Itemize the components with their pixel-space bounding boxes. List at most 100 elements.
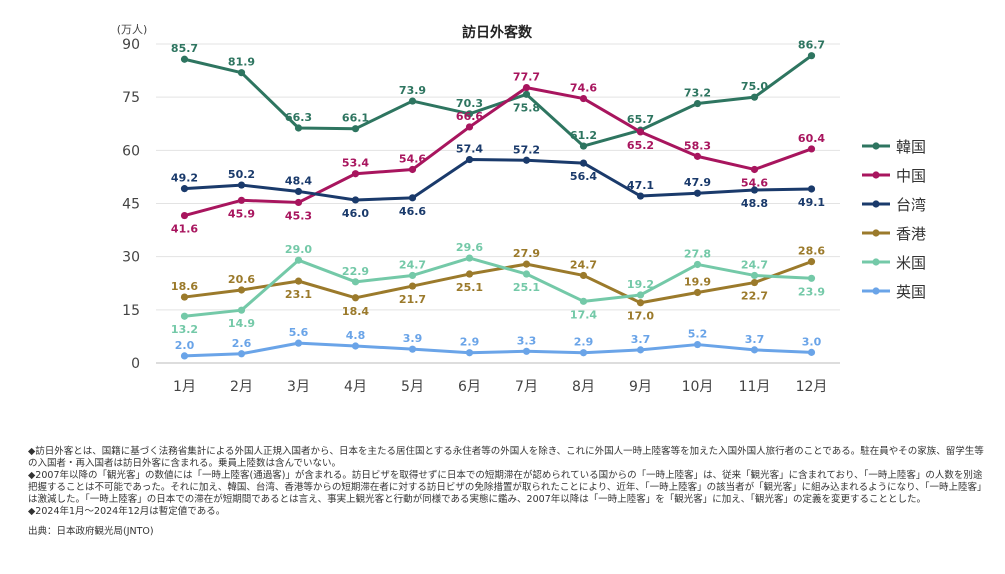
data-label: 48.4 — [285, 174, 312, 187]
data-label: 66.6 — [456, 110, 483, 123]
data-point — [522, 83, 531, 92]
source-credit: 出典：日本政府観光局(JNTO) — [28, 526, 154, 537]
data-label: 23.1 — [285, 288, 312, 301]
data-label: 17.4 — [570, 308, 597, 321]
data-label: 19.9 — [684, 275, 711, 288]
data-label: 74.6 — [570, 82, 597, 95]
data-label: 27.9 — [513, 247, 540, 260]
series-3: 18.6 20.6 23.1 18.4 21.7 25.1 27.9 24.7 17.0 19.9… — [171, 245, 825, 323]
data-label: 14.9 — [228, 317, 255, 330]
data-label: 66.1 — [342, 112, 369, 125]
legend-label: 米国 — [896, 254, 926, 272]
data-point — [693, 260, 702, 269]
series-line — [184, 256, 812, 318]
data-label: 3.3 — [517, 334, 537, 347]
data-point — [408, 345, 417, 353]
data-label: 29.0 — [285, 243, 312, 256]
y-tick-label: 90 — [122, 37, 140, 53]
data-label: 24.7 — [741, 258, 768, 271]
data-point — [294, 277, 303, 285]
data-label: 86.7 — [798, 39, 825, 52]
data-label: 19.2 — [627, 278, 654, 291]
data-label: 49.2 — [171, 172, 198, 185]
data-point — [750, 271, 759, 280]
x-tick-label: 11月 — [739, 379, 771, 395]
data-point — [693, 99, 702, 108]
data-point — [180, 312, 189, 320]
y-axis-unit-label: (万人) — [117, 23, 148, 36]
data-point — [237, 196, 246, 204]
data-label: 73.9 — [399, 84, 426, 97]
x-tick-label: 1月 — [173, 379, 196, 395]
legend-label: 香港 — [896, 225, 926, 243]
data-point — [180, 352, 189, 360]
data-label: 4.8 — [346, 329, 366, 342]
data-label: 3.0 — [802, 335, 822, 348]
data-point — [294, 256, 303, 264]
legend-swatch-marker — [872, 287, 880, 295]
data-label: 85.7 — [171, 42, 198, 55]
data-label: 2.6 — [232, 337, 252, 350]
legend-label: 韓国 — [896, 138, 926, 156]
data-point — [465, 270, 474, 278]
data-label: 58.3 — [684, 139, 711, 152]
y-tick-label: 15 — [122, 303, 140, 319]
data-point — [579, 297, 588, 305]
data-label: 66.3 — [285, 111, 312, 124]
data-point — [750, 278, 759, 287]
series-group: 85.7 81.9 66.3 66.1 73.9 70.3 75.8 61.2 65.7 73.2… — [171, 39, 825, 360]
data-point — [750, 186, 759, 194]
data-label: 46.0 — [342, 207, 369, 220]
data-point — [465, 123, 474, 131]
y-tick-label: 60 — [122, 143, 140, 159]
data-label: 3.7 — [631, 333, 651, 346]
data-point — [579, 94, 588, 103]
data-label: 27.8 — [684, 247, 711, 260]
data-point — [408, 282, 417, 290]
data-point — [522, 270, 531, 278]
legend-swatch-marker — [872, 142, 880, 150]
data-label: 23.9 — [798, 285, 825, 298]
data-label: 5.6 — [289, 326, 309, 339]
data-point — [237, 181, 246, 189]
data-label: 50.2 — [228, 168, 255, 181]
data-label: 22.7 — [741, 290, 768, 303]
data-point — [579, 349, 588, 357]
data-point — [294, 339, 303, 347]
legend-item: 英国 — [862, 283, 926, 301]
data-label: 2.0 — [175, 339, 195, 352]
data-point — [465, 254, 474, 262]
data-point — [750, 93, 759, 101]
data-label: 65.2 — [627, 139, 654, 152]
legend-item: 韓国 — [862, 138, 926, 156]
data-point — [522, 90, 531, 98]
data-label: 28.6 — [798, 245, 825, 258]
legend-label: 英国 — [896, 283, 926, 301]
data-label: 49.1 — [798, 196, 825, 209]
series-4: 13.2 14.9 29.0 22.9 24.7 29.6 25.1 17.4 19.2 27.8… — [171, 241, 825, 336]
data-point — [636, 299, 645, 307]
grid-lines — [156, 43, 840, 364]
data-point — [693, 340, 702, 349]
data-label: 54.6 — [399, 152, 426, 165]
data-label: 47.1 — [627, 179, 654, 192]
x-tick-label: 6月 — [458, 379, 481, 395]
footnote: ◆2024年1月～2024年12月は暫定値である。 — [28, 506, 226, 517]
data-point — [579, 271, 588, 280]
data-label: 17.0 — [627, 310, 654, 323]
data-point — [579, 142, 588, 150]
y-axis-ticks: 0 15 30 45 60 75 90 — [122, 37, 140, 372]
data-point — [237, 350, 246, 358]
data-point — [750, 165, 759, 174]
data-label: 2.9 — [574, 336, 594, 349]
data-label: 53.4 — [342, 157, 369, 170]
x-tick-label: 3月 — [287, 379, 310, 395]
data-point — [807, 145, 816, 153]
data-label: 46.6 — [399, 205, 426, 218]
line-chart: 0 15 30 45 60 75 90 1月 2月 3月 4月 5月 6月 7月 8月 9月 10月 11月 12… — [117, 23, 926, 395]
data-point — [408, 97, 417, 105]
data-point — [351, 342, 360, 350]
data-point — [693, 152, 702, 160]
data-label: 81.9 — [228, 56, 255, 69]
x-tick-label: 9月 — [629, 379, 652, 395]
